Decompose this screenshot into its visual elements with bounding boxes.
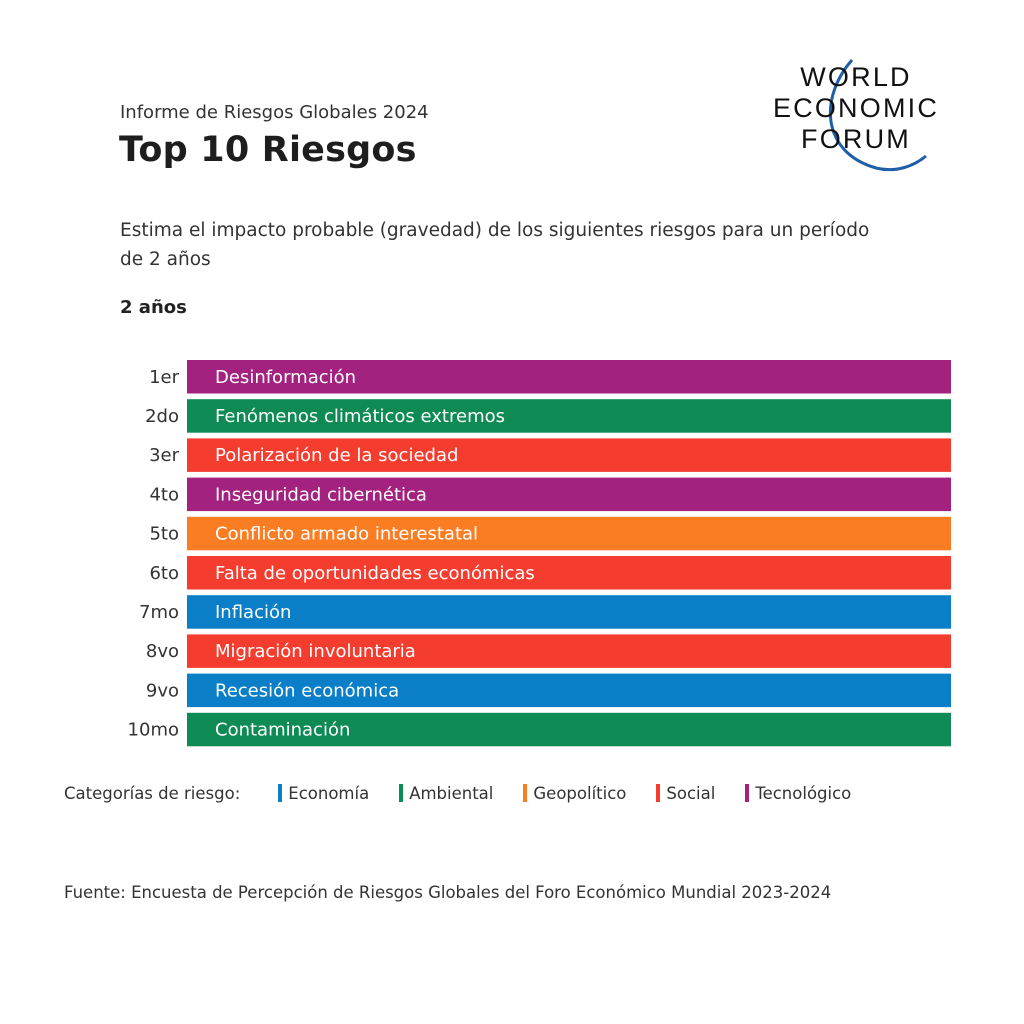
wef-logo: WORLD ECONOMIC FORUM — [756, 56, 956, 180]
legend-item-tecnologico: Tecnológico — [745, 784, 851, 803]
risk-bar — [187, 360, 951, 394]
risk-row: 6to Falta de oportunidades económicas — [149, 556, 951, 590]
rank-label: 8vo — [146, 641, 179, 662]
legend-item-social: Social — [656, 784, 715, 803]
rank-label: 6to — [149, 563, 179, 584]
risk-label: Inflación — [215, 602, 291, 623]
rank-label: 4to — [149, 484, 179, 505]
risk-row: 4to Inseguridad cibernética — [149, 477, 951, 512]
legend-label-tecnologico: Tecnológico — [755, 783, 852, 803]
risk-label: Falta de oportunidades económicas — [215, 563, 535, 584]
risk-label: Contaminación — [215, 720, 350, 741]
risk-bar — [187, 712, 951, 747]
rank-label: 5to — [149, 524, 179, 545]
rank-label: 3er — [149, 445, 180, 466]
risk-row: 2do Fenómenos climáticos extremos — [145, 399, 951, 433]
rank-label: 10mo — [128, 720, 179, 741]
legend-title: Categorías de riesgo: — [64, 783, 241, 803]
legend-item-geopolitico: Geopolítico — [523, 784, 626, 803]
risk-label: Inseguridad cibernética — [215, 484, 427, 505]
risk-bar — [187, 556, 951, 590]
legend-swatch-ambiental — [399, 784, 404, 802]
legend-item-economia: Economía — [278, 784, 369, 803]
rank-label: 2do — [145, 406, 179, 427]
risk-label: Desinformación — [215, 367, 356, 388]
risk-label: Recesión económica — [215, 680, 399, 701]
logo-arc-icon — [829, 59, 927, 172]
legend-item-ambiental: Ambiental — [399, 784, 493, 803]
legend-label-economia: Economía — [288, 783, 370, 803]
legend-swatch-economia — [278, 784, 283, 802]
risk-row: 3er Polarización de la sociedad — [149, 438, 951, 472]
report-subtitle: Informe de Riesgos Globales 2024 — [120, 102, 429, 123]
rank-label: 1er — [149, 367, 180, 388]
logo-line-2: ECONOMIC — [772, 93, 940, 123]
rank-label: 7mo — [139, 602, 179, 623]
risk-bar — [187, 673, 951, 708]
source-note: Fuente: Encuesta de Percepción de Riesgo… — [64, 883, 832, 902]
risk-row: 5to Conflicto armado interestatal — [149, 516, 951, 551]
legend-label-ambiental: Ambiental — [409, 783, 494, 803]
logo-line-1: WORLD — [800, 62, 912, 92]
logo-line-3: FORUM — [801, 124, 911, 154]
chart-description: Estima el impacto probable (gravedad) de… — [120, 220, 870, 270]
legend-label-geopolitico: Geopolítico — [533, 783, 627, 803]
risk-bar — [187, 516, 951, 551]
legend-swatch-social — [656, 784, 661, 802]
risk-bar — [187, 634, 951, 668]
legend-label-social: Social — [666, 783, 716, 803]
risk-row: 1er Desinformación — [149, 360, 951, 394]
risk-label: Polarización de la sociedad — [215, 445, 458, 466]
rank-label: 9vo — [146, 680, 179, 701]
risk-bar — [187, 438, 951, 472]
risk-bar — [187, 399, 951, 433]
risk-label: Migración involuntaria — [215, 641, 416, 662]
risk-bar — [187, 595, 951, 629]
legend-swatch-geopolitico — [523, 784, 528, 802]
page-title: Top 10 Riesgos — [119, 130, 417, 170]
risk-row: 10mo Contaminación — [128, 712, 951, 747]
risk-row: 9vo Recesión económica — [146, 673, 951, 708]
risk-row: 8vo Migración involuntaria — [146, 634, 951, 668]
legend: Categorías de riesgo: Economía Ambiental… — [64, 781, 881, 805]
period-label: 2 años — [120, 297, 187, 318]
risk-bar — [187, 477, 951, 512]
legend-swatch-tecnologico — [745, 784, 750, 802]
risk-row: 7mo Inflación — [139, 595, 951, 629]
risk-label: Fenómenos climáticos extremos — [215, 406, 505, 427]
risk-label: Conflicto armado interestatal — [215, 524, 478, 545]
